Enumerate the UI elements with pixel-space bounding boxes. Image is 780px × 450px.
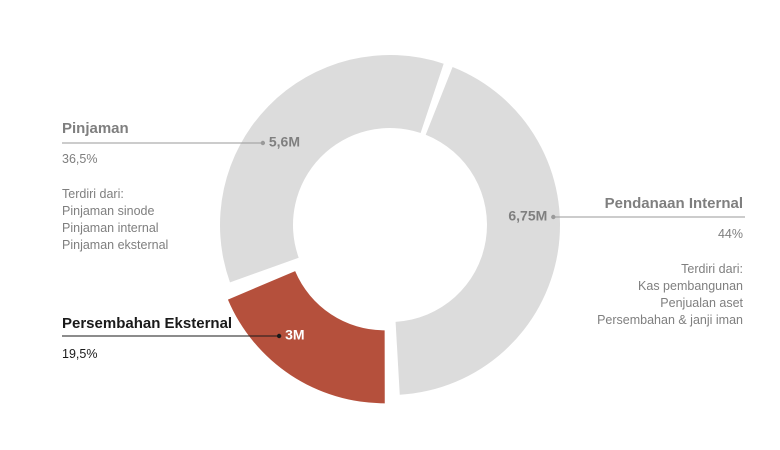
value-label-persembahan-eksternal: 3M bbox=[285, 327, 304, 343]
donut-segment-pinjaman bbox=[220, 54, 444, 283]
leader-dot-persembahan-eksternal bbox=[276, 333, 282, 339]
pendanaan-internal-details-heading: Terdiri dari: bbox=[681, 262, 743, 276]
pendanaan-internal-detail-item: Kas pembangunan bbox=[638, 279, 743, 293]
pinjaman-percent: 36,5% bbox=[62, 152, 98, 166]
pendanaan-internal-details: Terdiri dari: Kas pembangunan Penjualan … bbox=[597, 261, 743, 329]
value-label-pendanaan-internal: 6,75M bbox=[508, 208, 547, 224]
pinjaman-name: Pinjaman bbox=[62, 120, 129, 137]
pinjaman-detail-item: Pinjaman sinode bbox=[62, 204, 155, 218]
donut-segment-persembahan-eksternal bbox=[227, 271, 385, 404]
pinjaman-annotation: Pinjaman 36,5% Terdiri dari: Pinjaman si… bbox=[62, 120, 168, 254]
pendanaan-internal-name: Pendanaan Internal bbox=[604, 195, 743, 212]
donut-segment-pendanaan-internal bbox=[395, 66, 560, 395]
pinjaman-detail-item: Pinjaman eksternal bbox=[62, 238, 169, 252]
persembahan-eksternal-name: Persembahan Eksternal bbox=[62, 315, 233, 332]
value-label-pinjaman: 5,6M bbox=[269, 134, 300, 150]
leader-dot-pinjaman bbox=[260, 140, 266, 146]
pinjaman-details-heading: Terdiri dari: bbox=[62, 187, 124, 201]
pinjaman-details: Terdiri dari: Pinjaman sinode Pinjaman i… bbox=[62, 186, 168, 254]
persembahan-eksternal-annotation: Persembahan Eksternal 19,5% bbox=[62, 315, 232, 363]
pendanaan-internal-detail-item: Persembahan & janji iman bbox=[597, 313, 743, 327]
pendanaan-internal-detail-item: Penjualan aset bbox=[660, 296, 743, 310]
pendanaan-internal-percent: 44% bbox=[717, 227, 743, 241]
pinjaman-detail-item: Pinjaman internal bbox=[62, 221, 159, 235]
pendanaan-internal-annotation: Pendanaan Internal 44% Terdiri dari: Kas… bbox=[597, 195, 743, 329]
leader-dot-pendanaan-internal bbox=[551, 214, 556, 220]
persembahan-eksternal-percent: 19,5% bbox=[62, 347, 98, 361]
